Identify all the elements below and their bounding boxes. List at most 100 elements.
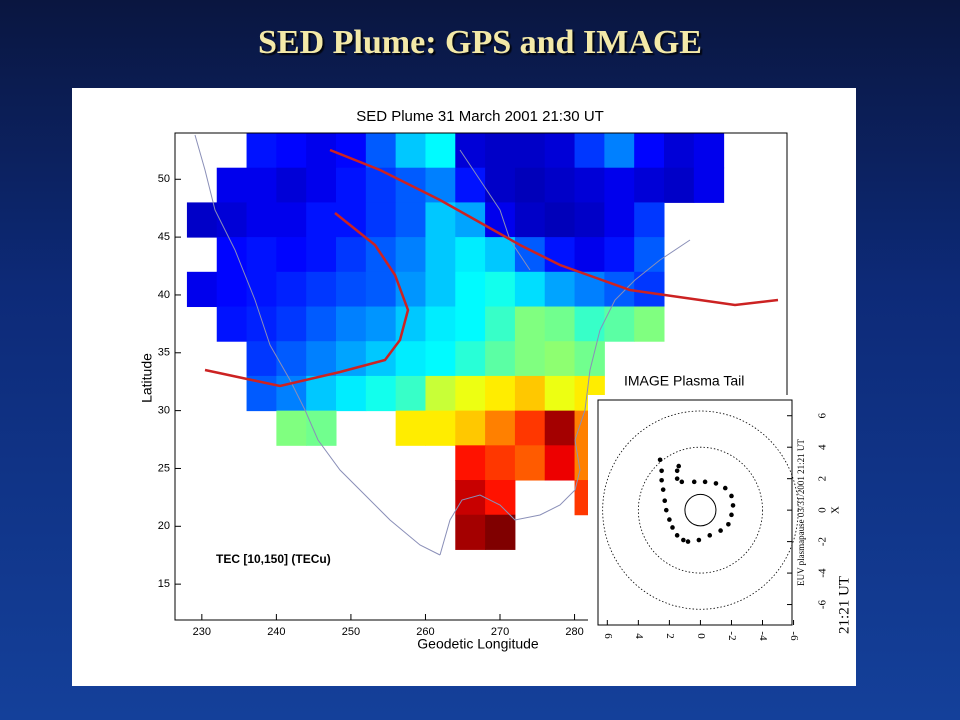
tec-cell	[514, 133, 546, 169]
tec-cell	[216, 202, 248, 238]
tec-cell	[306, 306, 337, 342]
plasmapause-point	[670, 525, 675, 530]
tec-cell	[634, 237, 665, 273]
tec-cell	[604, 167, 635, 203]
plasmapause-point	[707, 533, 713, 538]
tec-cell	[455, 167, 486, 203]
y-tick-label: -2	[817, 537, 829, 546]
plasmapause-point	[729, 512, 734, 518]
tec-cell	[276, 167, 307, 203]
tec-cell	[514, 167, 546, 203]
tec-cell	[604, 133, 635, 169]
tec-cell	[455, 341, 486, 377]
tec-cell	[485, 480, 516, 516]
tec-cell	[306, 271, 337, 308]
plasmapause-point	[662, 498, 668, 503]
tec-cell	[455, 514, 486, 550]
x-tick-label: 270	[491, 626, 509, 638]
earth	[684, 493, 717, 527]
plot-frame	[174, 132, 788, 621]
tec-cell	[425, 237, 456, 273]
inset-background	[588, 395, 852, 660]
x-tick-label: -4	[757, 631, 769, 641]
tec-cell	[395, 237, 426, 273]
plasmapause-point	[674, 476, 680, 481]
tec-cell	[186, 202, 218, 238]
plasmapause-point	[696, 537, 702, 543]
plot-title: SED Plume 31 March 2001 21:30 UT	[356, 108, 604, 125]
plasmapause-point	[713, 481, 719, 486]
tec-cell	[544, 306, 576, 342]
x-tick-label: 260	[416, 626, 434, 638]
y-tick-label: 15	[158, 578, 170, 590]
tec-cell	[246, 237, 277, 273]
tec-cell	[336, 237, 367, 273]
tec-cell	[664, 133, 695, 169]
plasmapause-point	[730, 503, 736, 508]
y-tick-label: 35	[158, 347, 170, 359]
tec-cell	[425, 271, 456, 308]
x-tick-label: 280	[565, 626, 583, 638]
tec-cell	[485, 514, 516, 550]
plasmapause-point	[676, 463, 682, 469]
y-tick-label: 30	[158, 405, 170, 417]
tec-cell	[246, 271, 277, 308]
tec-cell	[365, 341, 397, 377]
tec-cell	[634, 133, 665, 169]
tec-cell	[365, 375, 397, 412]
x-tick-label: 250	[342, 626, 360, 638]
tec-cell	[574, 237, 605, 273]
inset-plot: 6 4 2 0 -2 -4 -6 -6 -4 -2 0 2 4 6 X EUV plasmapause 03/…	[588, 373, 852, 660]
y-tick-label: 20	[158, 520, 170, 532]
tec-cell	[485, 306, 516, 342]
tec-cell	[574, 271, 605, 308]
y-tick-label: 2	[817, 476, 829, 482]
tec-cell	[216, 237, 248, 273]
tec-cell	[365, 167, 397, 203]
tec-cell	[485, 237, 516, 273]
tec-cell	[365, 306, 397, 342]
tec-cell	[276, 237, 307, 273]
plasmapause-point	[718, 528, 723, 533]
tec-cell	[395, 133, 426, 169]
inset-title: IMAGE Plasma Tail	[624, 373, 744, 389]
tec-cell	[634, 167, 665, 203]
tec-cell	[514, 202, 546, 238]
tec-cell	[485, 133, 516, 169]
tec-cell	[395, 341, 426, 377]
tec-cell	[425, 410, 456, 446]
tec-cell	[455, 306, 486, 342]
plasmapause-point	[663, 507, 669, 513]
tec-cell	[514, 445, 546, 481]
tec-cell	[574, 306, 605, 342]
tec-cell	[455, 202, 486, 238]
tec-cell	[455, 410, 486, 446]
tec-cell	[425, 167, 456, 203]
y-tick-label: 25	[158, 462, 170, 474]
tec-cell	[574, 202, 605, 238]
tec-cell	[246, 202, 277, 238]
tec-cell	[544, 271, 576, 308]
plasmapause-point	[702, 479, 708, 485]
tec-cell	[276, 306, 307, 342]
tec-cell	[604, 237, 635, 273]
tec-cell	[306, 167, 337, 203]
tec-cell	[485, 202, 516, 238]
magnetic-contours	[204, 148, 779, 388]
tec-cell	[336, 375, 367, 412]
tec-cell	[246, 306, 277, 342]
coastlines	[194, 134, 691, 556]
plasmapause-point	[685, 539, 691, 544]
tec-cell	[246, 133, 277, 169]
tec-cell	[455, 271, 486, 308]
tec-cell	[425, 375, 456, 412]
tec-cell	[574, 133, 605, 169]
tec-cell	[514, 341, 546, 377]
tec-cell	[544, 202, 576, 238]
x-tick-label: 4	[633, 633, 645, 639]
tec-cell	[455, 237, 486, 273]
x-tick-label: 2	[664, 633, 676, 639]
tec-cell	[574, 167, 605, 203]
tec-cell	[425, 306, 456, 342]
